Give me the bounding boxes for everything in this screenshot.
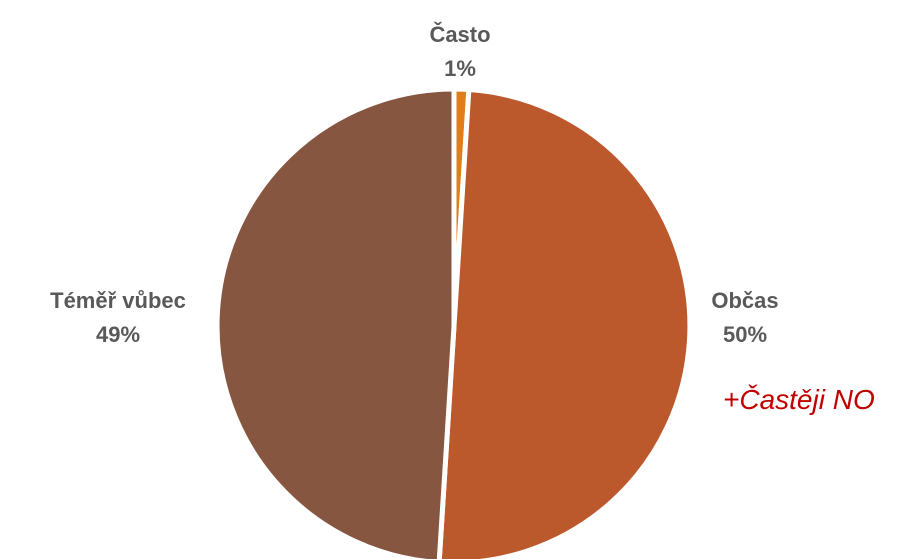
slice-temer-vubec xyxy=(214,86,457,559)
label-temer-vubec-name: Téměř vůbec xyxy=(50,288,186,313)
label-obcas: Občas 50% xyxy=(690,284,800,352)
label-casto-name: Často xyxy=(429,22,491,47)
label-temer-vubec: Téměř vůbec 49% xyxy=(18,284,218,352)
label-casto-value: 1% xyxy=(444,56,476,81)
label-casto: Často 1% xyxy=(400,18,520,86)
label-obcas-name: Občas xyxy=(711,288,779,313)
label-temer-vubec-value: 49% xyxy=(95,322,141,347)
annotation-text: +Častěji NO xyxy=(723,384,875,415)
slice-obcas xyxy=(436,86,693,559)
label-obcas-value: 50% xyxy=(722,322,768,347)
pie-slices xyxy=(214,86,693,559)
